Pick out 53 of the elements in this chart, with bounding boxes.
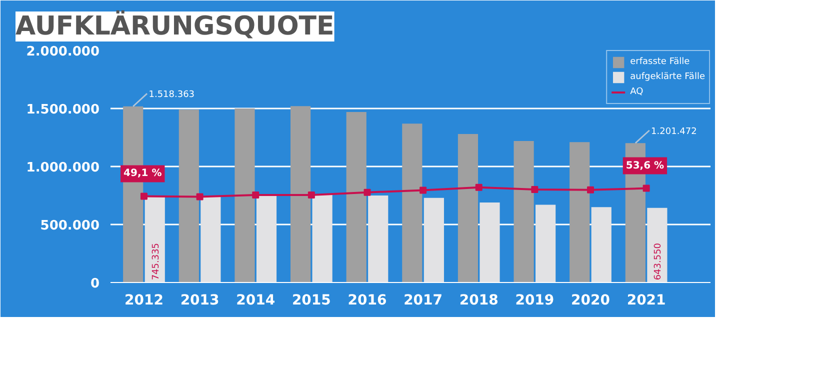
bar [256, 196, 277, 282]
y-tick-label: 1.500.000 [26, 102, 100, 118]
legend-label: erfasste Fälle [630, 56, 690, 68]
point [196, 193, 204, 200]
bar [647, 208, 668, 282]
bar [536, 204, 556, 282]
x-tick-label: 2016 [348, 292, 387, 308]
x-tick-label: 2013 [180, 292, 220, 308]
chart-title: AUFKLÄRUNGSQUOTE [16, 10, 334, 42]
bar [312, 194, 332, 282]
point [140, 192, 148, 200]
point [252, 191, 260, 198]
bar [290, 106, 311, 282]
point [587, 186, 594, 194]
point [475, 184, 482, 191]
bar [591, 207, 612, 282]
x-tick-label: 2014 [236, 292, 276, 308]
bar [480, 202, 500, 282]
x-tick-label: 2018 [459, 292, 498, 308]
data-label: 53,6 % [626, 160, 664, 172]
data-label: 745.335 [151, 242, 162, 280]
data-label: 49,1 % [124, 168, 162, 180]
x-tick-label: 2020 [571, 292, 610, 308]
legend-label: AQ [630, 86, 644, 98]
bar [346, 112, 366, 282]
data-label: 643.550 [654, 242, 664, 280]
y-tick-label: 1.000.000 [26, 160, 100, 176]
point [642, 184, 650, 192]
x-tick-label: 2017 [404, 292, 443, 308]
bar [368, 196, 388, 282]
bar [200, 196, 221, 282]
bar [144, 196, 165, 282]
bar [178, 110, 199, 282]
data-label: 1.201.472 [651, 126, 697, 137]
bar [458, 134, 478, 282]
bar [424, 198, 444, 282]
x-tick-label: 2019 [515, 292, 554, 308]
point [531, 186, 538, 194]
bar [514, 140, 534, 282]
point [308, 191, 315, 198]
bar [402, 124, 422, 282]
x-tick-label: 2012 [124, 292, 164, 308]
x-tick-label: 2021 [626, 292, 666, 308]
y-tick-label: 0 [90, 276, 100, 292]
x-tick-label: 2015 [292, 292, 331, 308]
bar [570, 142, 590, 282]
point [364, 188, 371, 196]
point [420, 186, 427, 194]
y-tick-label: 2.000.000 [26, 44, 100, 60]
bar [234, 108, 255, 282]
legend-label: aufgeklärte Fälle [630, 71, 705, 83]
y-tick-label: 500.000 [40, 218, 100, 234]
data-label: 1.518.363 [148, 90, 195, 100]
